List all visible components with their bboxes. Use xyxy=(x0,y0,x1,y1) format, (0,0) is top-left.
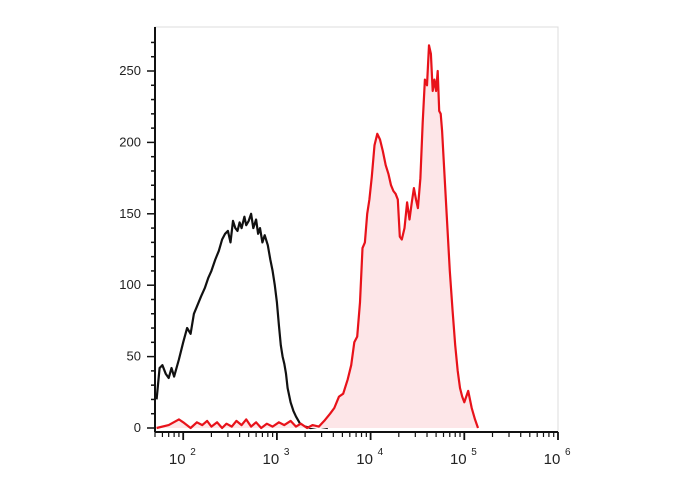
x-tick-exponent: 4 xyxy=(378,447,384,458)
series-2-fill xyxy=(156,45,478,429)
series-2-line xyxy=(156,44,480,430)
y-tick-label: 150 xyxy=(119,206,141,221)
series-1-line xyxy=(155,212,329,430)
x-tick-exponent: 3 xyxy=(284,447,290,458)
x-tick-exponent: 5 xyxy=(471,447,477,458)
x-tick-exponent: 6 xyxy=(565,447,571,458)
series-layer xyxy=(155,44,480,430)
y-tick-label: 100 xyxy=(119,277,141,292)
x-tick-label: 10 xyxy=(544,451,561,468)
x-tick-label: 10 xyxy=(263,451,280,468)
x-tick-exponent: 2 xyxy=(190,447,196,458)
y-tick-label: 0 xyxy=(134,420,141,435)
y-tick-label: 250 xyxy=(119,63,141,78)
x-tick-label: 10 xyxy=(450,451,467,468)
y-axis: 0 50 100 150 200 250 xyxy=(119,27,156,435)
x-tick-label: 10 xyxy=(169,451,186,468)
y-tick-label: 50 xyxy=(127,349,141,364)
y-tick-label: 200 xyxy=(119,134,141,149)
x-axis: 10 2 10 3 10 4 10 5 10 6 xyxy=(154,431,571,468)
x-tick-label: 10 xyxy=(356,451,373,468)
